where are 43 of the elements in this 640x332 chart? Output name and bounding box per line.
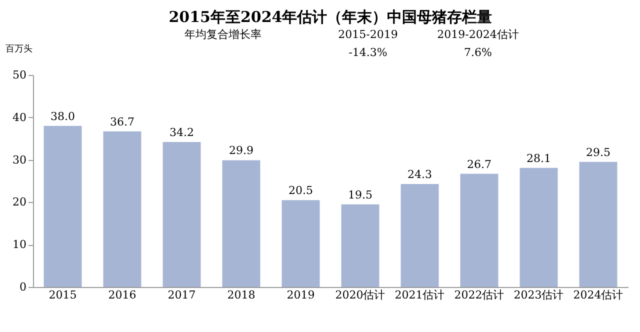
y-tick-label: 50 (12, 68, 26, 82)
bar (162, 142, 201, 287)
data-label: 28.1 (526, 152, 551, 165)
text: -14.3% (348, 46, 388, 59)
x-tick-label: 2019 (286, 288, 315, 302)
bar (520, 168, 558, 287)
x-tick-label: 2022估计 (454, 288, 504, 302)
bar (103, 131, 142, 287)
y-tick-label: 10 (12, 238, 26, 252)
y-tick-label: 30 (12, 153, 26, 166)
data-label: 29.9 (229, 144, 254, 158)
data-label: 29.5 (586, 146, 610, 159)
x-tick-label: 2017 (168, 288, 196, 302)
text: 2015-2019 (338, 28, 398, 41)
y-tick-label: 40 (12, 110, 26, 124)
x-tick-label: 2015 (48, 288, 77, 302)
data-label: 36.7 (110, 115, 134, 128)
x-tick-label: 2020估计 (335, 288, 386, 302)
data-label: 19.5 (348, 188, 372, 202)
data-label: 24.3 (408, 168, 432, 181)
bar (341, 204, 380, 287)
data-label: 38.0 (50, 110, 75, 123)
x-tick-label: 2016 (108, 288, 136, 302)
y-axis-title: 百万头 (6, 44, 32, 54)
bar (460, 174, 498, 287)
bar (222, 160, 260, 287)
x-tick-label: 2024估计 (573, 288, 624, 302)
bar (579, 162, 618, 287)
data-label: 34.2 (170, 126, 194, 139)
bar (44, 126, 82, 287)
x-tick-label: 2018 (227, 288, 256, 302)
x-tick-label: 2023估计 (514, 288, 564, 302)
chart-title: 2015年至2024年估计（年末）中国母猪存栏量 (168, 8, 492, 26)
data-label: 26.7 (467, 158, 492, 171)
y-tick-label: 0 (20, 280, 26, 294)
y-tick-label: 20 (12, 196, 26, 209)
text: 7.6% (464, 46, 492, 59)
bar (282, 200, 320, 287)
text: 年均复合增长率 (184, 28, 262, 41)
text: 2019-2024估计 (437, 28, 519, 41)
data-label: 20.5 (288, 184, 313, 198)
x-tick-label: 2021估计 (394, 288, 445, 302)
bar (400, 184, 439, 287)
